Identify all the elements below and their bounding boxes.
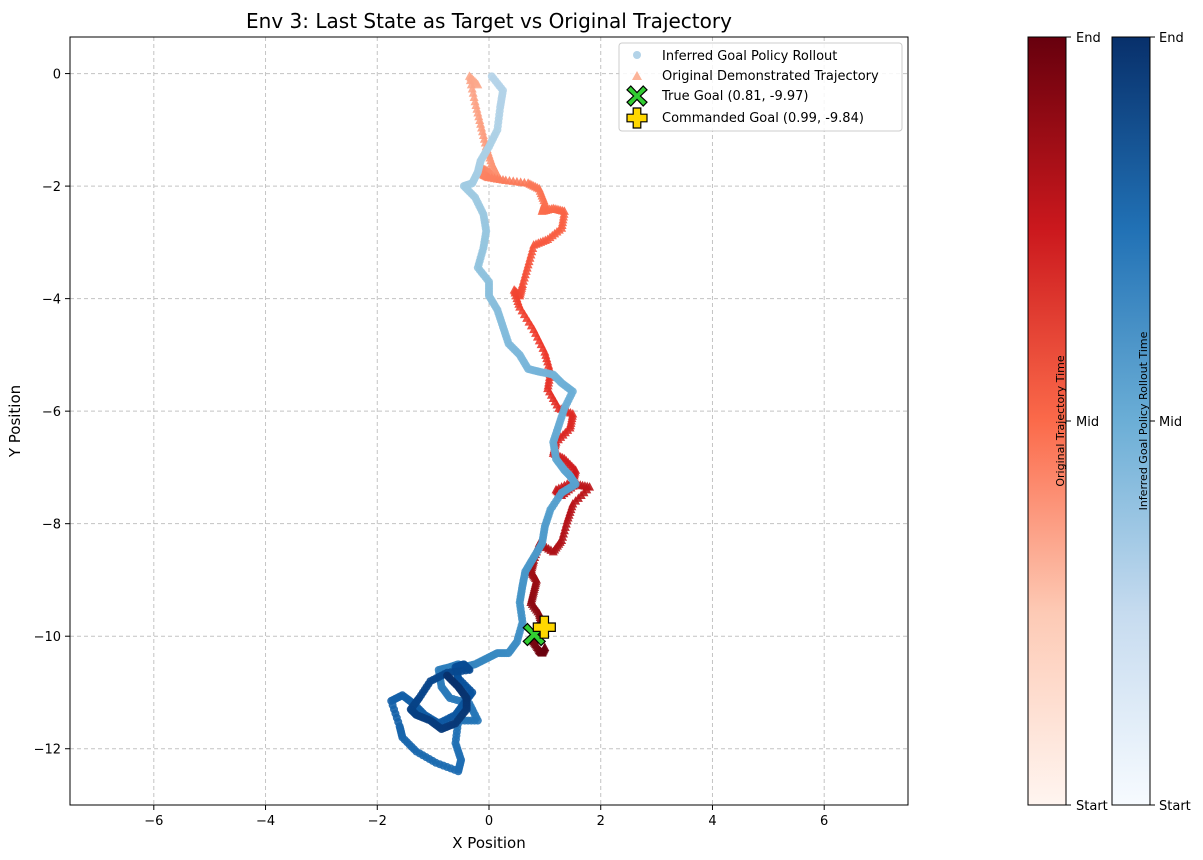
rollout-series — [387, 72, 580, 776]
legend-label-rollout: Inferred Goal Policy Rollout — [662, 49, 837, 64]
legend-label-true-goal: True Goal (0.81, -9.97) — [661, 89, 808, 104]
x-tick-label: −2 — [368, 814, 387, 829]
y-axis-label: Y Position — [6, 385, 24, 458]
legend-marker-commanded-goal — [626, 107, 648, 129]
x-tick-label: 6 — [820, 814, 828, 829]
colorbar-rollout-label: Inferred Goal Policy Rollout Time — [1137, 331, 1150, 510]
colorbar-rollout-tick-mid: Mid — [1159, 415, 1182, 430]
x-axis-label: X Position — [452, 834, 525, 852]
original-trajectory-point — [465, 75, 475, 85]
legend-marker-rollout — [633, 51, 641, 59]
x-tick-label: −6 — [144, 814, 163, 829]
legend-marker-original — [632, 71, 642, 80]
chart-title: Env 3: Last State as Target vs Original … — [246, 9, 732, 33]
y-tick-label: −8 — [42, 518, 61, 533]
legend-marker-true-goal — [626, 85, 648, 107]
colorbar-original-tick-start: Start — [1076, 799, 1108, 814]
rollout-point — [443, 671, 452, 680]
x-tick-label: 0 — [485, 814, 493, 829]
legend-box — [618, 42, 903, 132]
legend: Inferred Goal Policy Rollout Original De… — [618, 42, 903, 132]
original-trajectory-point — [467, 84, 477, 93]
legend-label-original: Original Demonstrated Trajectory — [662, 69, 879, 84]
legend-plus-shape — [626, 107, 648, 129]
y-axis-ticks: 0 −2 −4 −6 −8 −10 −12 — [34, 68, 70, 758]
colorbar-rollout-tick-end: End — [1159, 31, 1184, 46]
colorbar-rollout-tick-start: Start — [1159, 799, 1191, 814]
goal-markers — [522, 615, 556, 647]
legend-x-shape — [626, 85, 648, 107]
original-trajectory-point — [464, 71, 474, 80]
y-tick-label: −10 — [34, 630, 61, 645]
original-trajectory-point — [466, 79, 476, 89]
original-trajectory-point — [469, 92, 479, 101]
commanded-goal-marker — [532, 615, 556, 639]
x-axis-ticks: −6 −4 −2 0 2 4 6 — [144, 805, 828, 829]
colorbar-original-tick-end: End — [1076, 31, 1101, 46]
y-tick-label: −12 — [34, 743, 61, 758]
y-tick-label: −6 — [42, 405, 61, 420]
colorbar-original-label: Original Trajectory Time — [1054, 355, 1067, 487]
colorbar-rollout-gradient — [1111, 36, 1151, 806]
x-tick-label: 4 — [708, 814, 716, 829]
x-tick-label: 2 — [597, 814, 605, 829]
original-trajectory-point — [540, 642, 550, 651]
y-tick-label: −4 — [42, 293, 61, 308]
colorbar-rollout-time: End Mid Start Inferred Goal Policy Rollo… — [1111, 31, 1191, 814]
original-trajectory-point — [468, 88, 478, 97]
x-tick-label: −4 — [256, 814, 275, 829]
y-tick-label: 0 — [53, 68, 61, 83]
y-tick-label: −2 — [42, 180, 61, 195]
legend-label-commanded-goal: Commanded Goal (0.99, -9.84) — [662, 111, 864, 126]
colorbar-original-time: End Mid Start Original Trajectory Time — [1027, 31, 1108, 814]
colorbar-original-tick-mid: Mid — [1076, 415, 1099, 430]
